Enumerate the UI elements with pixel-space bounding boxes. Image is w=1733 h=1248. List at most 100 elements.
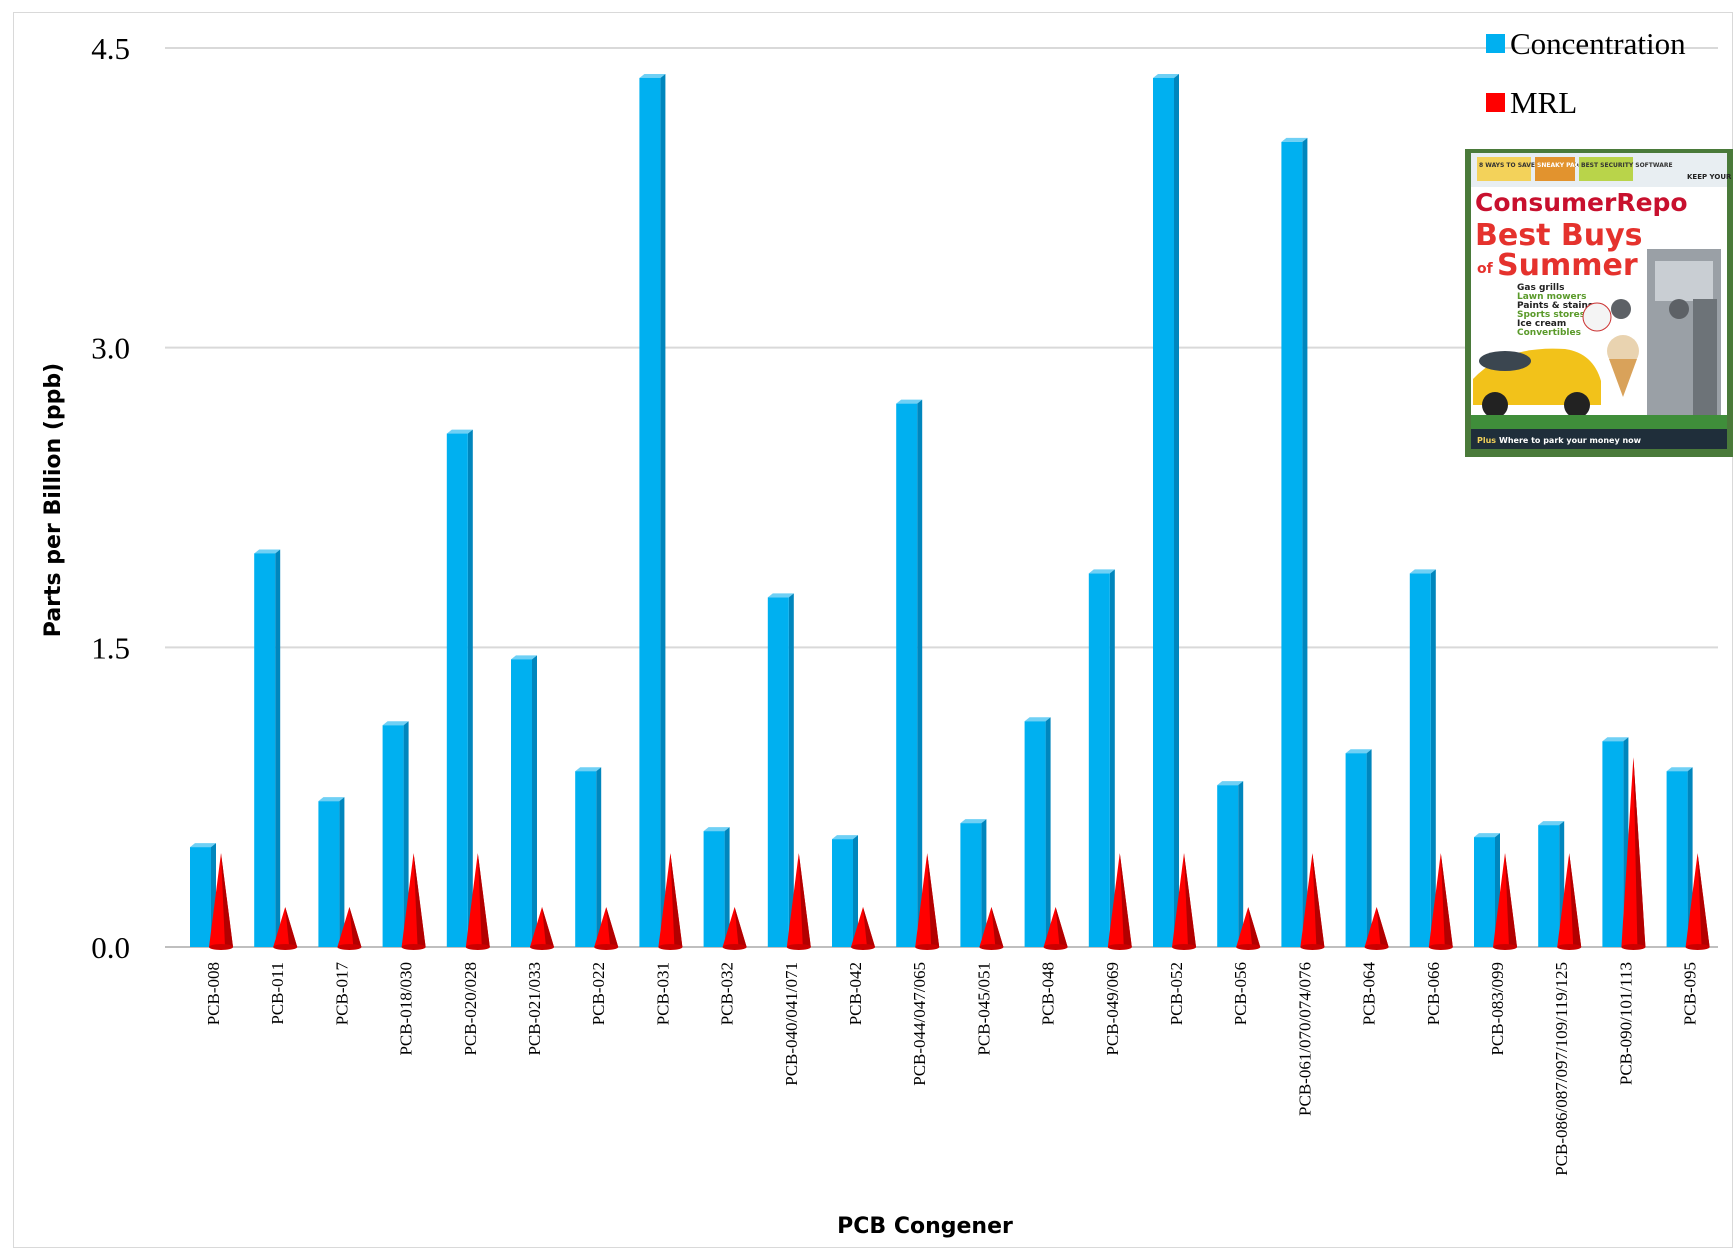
x-tick-label: PCB-011: [268, 962, 287, 1025]
y-tick-label: 0.0: [91, 930, 130, 965]
mrl-cone: [658, 853, 683, 950]
cover-topic: Sports stores: [1517, 310, 1585, 320]
concentration-bar: [446, 429, 473, 947]
x-tick-label: PCB-020/028: [461, 962, 480, 1056]
concentration-bar: [703, 827, 730, 947]
concentration-bar: [1281, 137, 1308, 947]
concentration-bar: [1217, 781, 1244, 947]
x-tick-label: PCB-022: [589, 962, 608, 1025]
concentration-bar: [960, 819, 987, 947]
chart-frame: [13, 12, 1733, 1248]
x-tick-label: PCB-083/099: [1488, 962, 1507, 1056]
x-tick-label: PCB-090/101/113: [1616, 962, 1635, 1085]
mrl-cone: [209, 853, 233, 950]
legend-label-mrl: MRL: [1510, 85, 1577, 120]
mrl-cone: [530, 907, 554, 950]
cover-topic: Gas grills: [1517, 283, 1564, 293]
mrl-cone: [979, 907, 1004, 950]
concentration-bar: [767, 593, 794, 947]
x-tick-label: PCB-048: [1039, 962, 1058, 1025]
concentration-bar: [382, 721, 409, 947]
mrl-cone: [594, 907, 619, 950]
y-tick-label: 3.0: [91, 331, 130, 366]
mrl-cone: [465, 853, 490, 950]
y-axis-ticks: 0.0 1.5 3.0 4.5: [91, 31, 130, 965]
bars: [190, 73, 1710, 950]
mrl-cone: [786, 853, 811, 950]
x-tick-label: PCB-086/087/097/109/119/125: [1552, 962, 1571, 1176]
mrl-cone: [1685, 853, 1710, 950]
cover-headline-1: Best Buys: [1475, 218, 1643, 253]
concentration-bar: [639, 73, 666, 947]
x-tick-label: PCB-042: [846, 962, 865, 1025]
cover-blurb-2: SNEAKY PACKAGING: [1537, 162, 1606, 169]
mrl-cone: [1364, 907, 1389, 950]
car-illustration: [1473, 348, 1601, 418]
x-tick-label: PCB-045/051: [974, 962, 993, 1056]
x-tick-label: PCB-095: [1681, 962, 1700, 1025]
concentration-bar: [254, 549, 281, 947]
cover-headline-2: Summer: [1497, 248, 1638, 283]
mrl-cone: [1557, 853, 1582, 950]
x-tick-label: PCB-040/041/071: [782, 962, 801, 1086]
concentration-bar: [1024, 717, 1051, 947]
concentration-bar: [1153, 73, 1179, 947]
cover-topic: Paints & stains: [1517, 301, 1593, 311]
mrl-cone: [851, 907, 875, 950]
x-tick-label: PCB-044/047/065: [910, 962, 929, 1086]
mrl-cone: [1621, 757, 1646, 950]
cover-footer-text: Where to park your money now: [1499, 436, 1642, 445]
x-tick-label: PCB-061/070/074/076: [1295, 962, 1314, 1116]
y-tick-label: 4.5: [91, 31, 130, 66]
legend-swatch-mrl: [1486, 93, 1505, 112]
cover-corner-blurb: KEEP YOUR PHONE SAFE: [1687, 173, 1733, 181]
concentration-bar: [318, 797, 345, 947]
y-axis-title: Parts per Billion (ppb): [41, 363, 66, 637]
x-tick-label: PCB-018/030: [397, 962, 416, 1056]
inset-magazine-cover: 8 WAYS TO SAVE ON CAR INSURANCE SNEAKY P…: [1465, 149, 1733, 457]
cover-topic: Lawn mowers: [1517, 292, 1586, 302]
legend-label-concentration: Concentration: [1510, 26, 1686, 61]
mrl-cone: [1493, 853, 1517, 950]
x-tick-label: PCB-008: [204, 962, 223, 1025]
concentration-bar: [1345, 749, 1372, 947]
mrl-cone: [337, 907, 362, 950]
mrl-cone: [1172, 853, 1196, 950]
concentration-bar: [511, 655, 537, 947]
x-tick-label: PCB-064: [1360, 962, 1379, 1026]
concentration-bar: [832, 835, 858, 947]
cover-headline-of: of: [1477, 261, 1494, 277]
cover-footer-plus: Plus: [1477, 436, 1496, 445]
concentration-bar: [1088, 569, 1115, 947]
concentration-bar: [1409, 569, 1436, 947]
concentration-bar: [896, 399, 923, 947]
x-tick-label: PCB-021/033: [525, 962, 544, 1056]
mrl-cone: [1300, 853, 1325, 950]
cover-topic: Convertibles: [1517, 328, 1581, 338]
mrl-cone: [722, 907, 747, 950]
legend: Concentration MRL: [1486, 26, 1686, 120]
grill-illustration: [1611, 249, 1721, 429]
legend-swatch-concentration: [1486, 34, 1505, 53]
mrl-cone: [401, 853, 426, 950]
ice-cream-illustration: [1607, 335, 1639, 397]
x-tick-label: PCB-052: [1167, 962, 1186, 1025]
cover-brand: ConsumerRepo: [1475, 188, 1688, 217]
cover-topic: Ice cream: [1517, 319, 1566, 329]
y-tick-label: 1.5: [91, 630, 130, 665]
x-tick-label: PCB-056: [1231, 962, 1250, 1025]
mrl-cone: [1428, 853, 1453, 950]
x-tick-label: PCB-031: [653, 962, 672, 1025]
cover-blurb-3: BEST SECURITY SOFTWARE: [1581, 162, 1673, 169]
mrl-cone: [915, 853, 940, 950]
x-axis-categories: PCB-008 PCB-011 PCB-017 PCB-018/030 PCB-020/…: [204, 962, 1700, 1176]
mrl-cone: [1236, 907, 1261, 950]
x-axis-title: PCB Congener: [837, 1214, 1013, 1239]
mrl-cone: [1107, 853, 1132, 950]
concentration-bar: [1666, 767, 1693, 947]
mrl-cone: [1043, 907, 1068, 950]
x-tick-label: PCB-049/069: [1103, 962, 1122, 1056]
x-tick-label: PCB-017: [332, 962, 351, 1026]
x-tick-label: PCB-032: [718, 962, 737, 1025]
